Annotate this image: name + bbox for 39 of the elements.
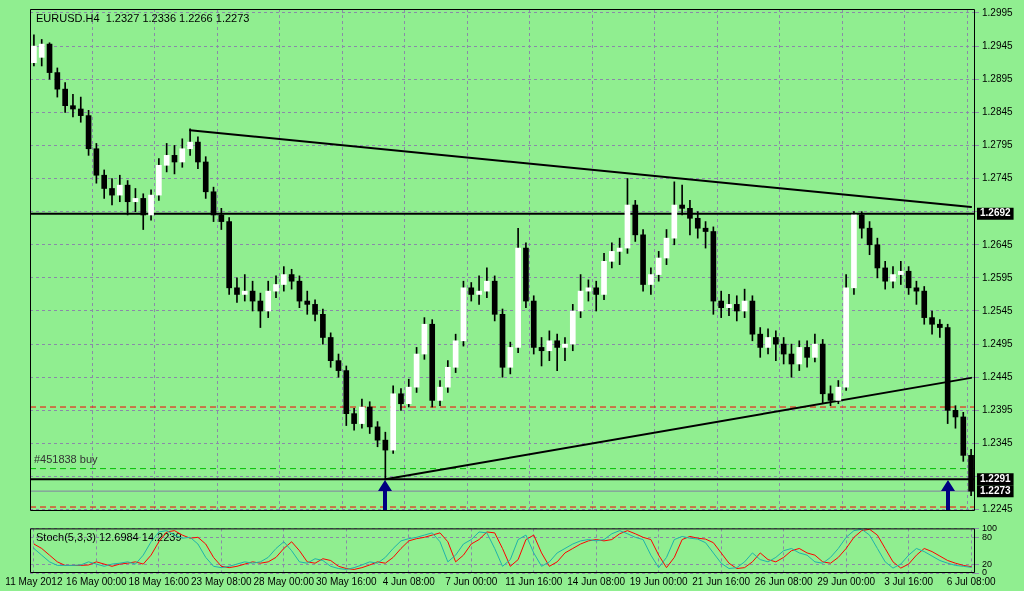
y-tick-label: 20 — [982, 558, 993, 569]
y-tick-label: 0 — [982, 567, 988, 578]
y-tick-label: 1.2845 — [982, 106, 1014, 118]
y-tick-label: 1.2445 — [982, 370, 1014, 382]
x-tick-label: 3 Jul 16:00 — [884, 575, 934, 587]
x-tick-label: 14 Jun 08:00 — [567, 575, 626, 587]
y-tick-label: 1.2395 — [982, 404, 1014, 416]
y-tick-label: 1.2745 — [982, 172, 1014, 184]
ref-line-label: 1.2692 — [980, 207, 1012, 219]
x-tick-label: 11 Jun 16:00 — [505, 575, 563, 587]
y-tick-label: 1.2545 — [982, 304, 1014, 316]
y-tick-label: 1.2345 — [982, 437, 1014, 449]
y-tick-label: 1.2795 — [982, 139, 1014, 151]
y-tick-label: 100 — [982, 522, 998, 533]
chart-title: EURUSD.H4 1.2327 1.2336 1.2266 1.2273 — [36, 11, 250, 24]
y-tick-label: 1.2995 — [982, 6, 1014, 18]
x-tick-label: 28 May 00:00 — [253, 575, 315, 587]
x-tick-label: 21 Jun 16:00 — [692, 575, 751, 587]
ref-line-label: 1.2291 — [980, 472, 1012, 484]
x-tick-label: 18 May 16:00 — [128, 575, 190, 587]
ref-line-label: 1.2273 — [980, 484, 1012, 496]
x-tick-label: 19 Jun 00:00 — [629, 575, 689, 587]
y-tick-label: 1.2895 — [982, 72, 1014, 84]
x-tick-label: 23 May 08:00 — [191, 575, 253, 587]
annotation: #451838 buy — [33, 453, 99, 466]
x-tick-label: 29 Jun 00:00 — [817, 575, 876, 587]
y-tick-label: 1.2595 — [982, 271, 1014, 283]
y-tick-label: 1.2945 — [982, 39, 1014, 51]
x-tick-label: 26 Jun 08:00 — [754, 575, 814, 587]
y-tick-label: 1.2245 — [982, 503, 1014, 515]
y-tick-label: 1.2495 — [982, 337, 1014, 349]
y-tick-label: 80 — [982, 531, 993, 542]
x-tick-label: 16 May 00:00 — [66, 575, 128, 587]
x-tick-label: 30 May 16:00 — [316, 575, 378, 587]
x-tick-label: 6 Jul 08:00 — [946, 575, 996, 587]
x-tick-label: 11 May 2012 — [5, 575, 63, 587]
x-tick-label: 4 Jun 08:00 — [382, 575, 436, 587]
x-tick-label: 7 Jun 00:00 — [445, 575, 498, 587]
y-tick-label: 1.2645 — [982, 238, 1014, 250]
